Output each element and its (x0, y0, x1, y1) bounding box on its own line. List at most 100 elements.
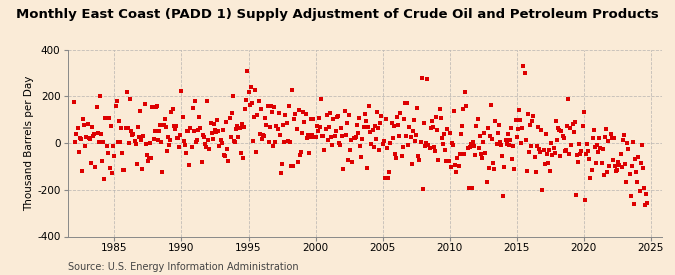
Point (240, 107, 250, 111)
Point (410, 139, 421, 143)
Point (362, 124, 373, 129)
Point (452, 155, 463, 160)
Point (119, 168, 130, 172)
Point (551, 138, 562, 142)
Point (634, 189, 645, 194)
Point (431, 115, 441, 120)
Point (522, 112, 533, 117)
Point (287, 88, 298, 92)
Point (128, 131, 139, 136)
Point (512, 127, 523, 131)
Point (596, 161, 607, 165)
Point (473, 146, 484, 150)
Point (350, 134, 361, 139)
Point (401, 134, 412, 138)
Point (508, 144, 518, 148)
Point (112, 140, 123, 144)
Point (537, 188, 548, 192)
Point (69, 99, 80, 104)
Point (258, 133, 269, 137)
Point (200, 142, 211, 146)
Point (95, 94, 105, 98)
Point (437, 141, 448, 146)
Point (490, 119, 501, 123)
Point (538, 148, 549, 153)
Point (187, 106, 198, 110)
Point (313, 129, 323, 133)
Point (192, 138, 202, 142)
Point (427, 119, 437, 123)
Point (621, 180, 632, 184)
Point (139, 102, 150, 106)
Point (381, 146, 392, 150)
Point (169, 126, 180, 131)
Point (356, 155, 367, 159)
Point (466, 185, 477, 190)
Point (97, 158, 107, 163)
Point (323, 125, 334, 129)
Point (86, 125, 97, 129)
Point (459, 152, 470, 156)
Point (352, 131, 363, 136)
Point (403, 143, 414, 147)
Point (499, 164, 510, 169)
Point (589, 145, 600, 149)
Point (451, 170, 462, 174)
Point (122, 126, 133, 130)
Point (483, 166, 494, 170)
Point (481, 180, 492, 185)
Point (594, 136, 605, 141)
Point (267, 109, 277, 114)
Point (313, 116, 324, 120)
Point (580, 152, 591, 156)
Point (491, 142, 502, 146)
Point (319, 148, 330, 152)
Point (236, 122, 247, 127)
Point (631, 170, 642, 174)
Point (320, 126, 331, 131)
Point (475, 152, 486, 156)
Point (89, 131, 100, 136)
Point (81, 135, 92, 139)
Point (154, 129, 165, 133)
Point (100, 116, 111, 120)
Point (556, 129, 567, 133)
Point (224, 115, 235, 120)
Point (282, 138, 293, 143)
Point (148, 137, 159, 141)
Point (336, 126, 347, 131)
Point (182, 129, 192, 133)
Point (632, 180, 643, 184)
Point (611, 169, 622, 174)
Point (96, 132, 107, 136)
Point (321, 113, 332, 117)
Point (488, 161, 499, 165)
Point (210, 127, 221, 132)
Point (468, 140, 479, 144)
Point (377, 142, 388, 146)
Point (502, 132, 513, 137)
Point (613, 160, 624, 164)
Point (360, 119, 371, 123)
Point (140, 142, 151, 147)
Point (630, 156, 641, 161)
Point (77, 169, 88, 174)
Point (80, 144, 90, 149)
Point (331, 114, 342, 119)
Point (124, 141, 134, 145)
Point (76, 137, 86, 141)
Point (161, 149, 172, 153)
Point (433, 158, 444, 163)
Point (120, 125, 131, 130)
Point (458, 107, 468, 111)
Point (110, 104, 121, 108)
Point (132, 162, 142, 167)
Point (348, 136, 359, 140)
Point (599, 173, 610, 177)
Point (275, 171, 286, 175)
Point (328, 117, 339, 121)
Point (234, 126, 245, 131)
Point (605, 132, 616, 136)
Point (620, 162, 630, 166)
Point (306, 117, 317, 122)
